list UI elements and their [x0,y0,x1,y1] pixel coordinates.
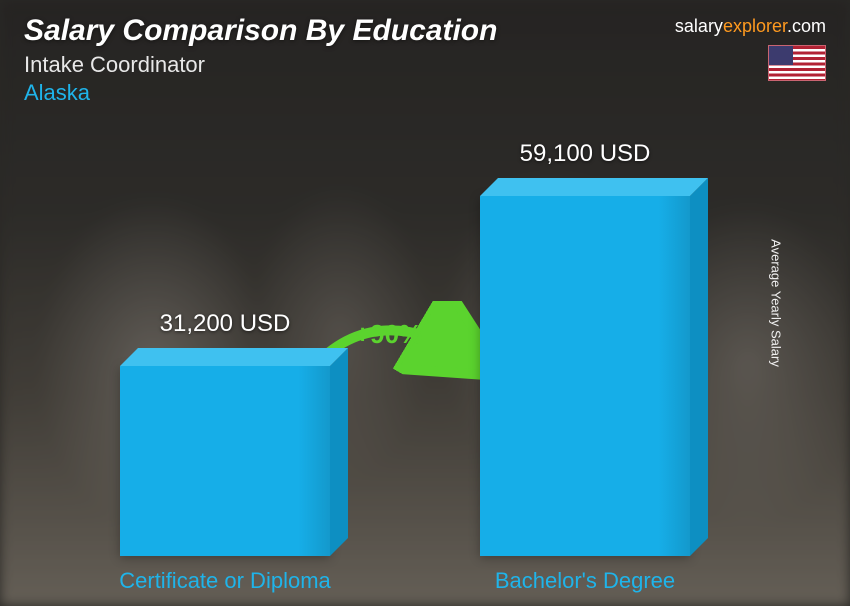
bar-top [480,178,708,196]
bar-category-label: Certificate or Diploma [119,568,331,594]
brand-block: salaryexplorer.com [675,16,826,86]
percent-increase-label: +90% [355,319,422,350]
bar: 31,200 USDCertificate or Diploma [120,366,330,556]
bar-chart: +90% 31,200 USDCertificate or Diploma 59,… [80,160,760,556]
bar-value-label: 31,200 USD [160,310,291,338]
bar-value-label: 59,100 USD [520,140,651,168]
brand-prefix: salary [675,16,723,36]
brand-text: salaryexplorer.com [675,16,826,36]
us-flag-icon [768,45,826,81]
bar-front [480,196,690,556]
brand-suffix: .com [787,16,826,36]
axis-label: Average Yearly Salary [769,239,784,367]
brand-highlight: explorer [723,16,787,36]
bar-side [690,178,708,556]
bar-category-label: Bachelor's Degree [495,568,675,594]
bar: 59,100 USDBachelor's Degree [480,196,690,556]
bar-front [120,366,330,556]
bar-top [120,348,348,366]
bar-side [330,348,348,556]
